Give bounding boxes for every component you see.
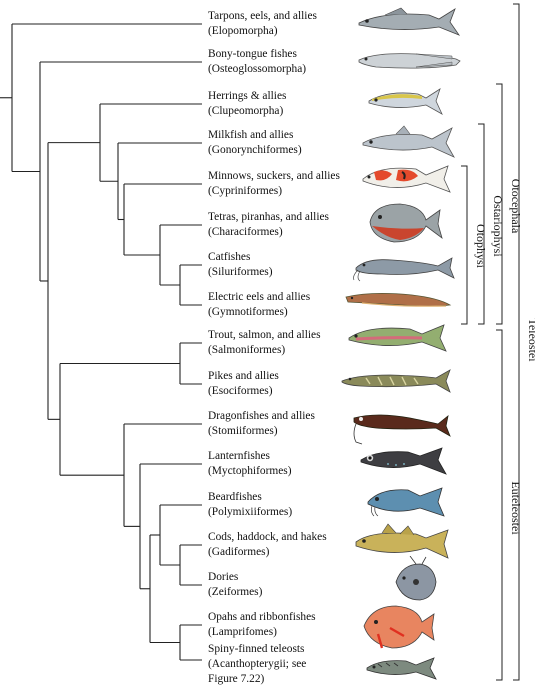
bracket-ostariophysi [478, 123, 485, 325]
taxon-common-name: Dories [208, 571, 239, 583]
taxon-common-name: Cods, haddock, and hakes [208, 531, 327, 543]
taxon-lampriformes: Opahs and ribbonfishes (Lamprifomes) [208, 610, 316, 640]
koi-icon [362, 165, 451, 193]
taxon-group-name: (Salmoniformes) [208, 344, 286, 356]
taxon-group-name: (Gadiformes) [208, 546, 270, 558]
bracket-otophysi [461, 165, 468, 325]
clade-label-otocephala: Otocephala [509, 179, 523, 234]
taxon-common-name: Pikes and allies [208, 370, 279, 382]
taxon-common-name: Electric eels and allies [208, 291, 311, 303]
taxon-cypriniformes: Minnows, suckers, and allies (Cypriniform… [208, 169, 340, 199]
taxon-group-name: (Gymnotiformes) [208, 306, 288, 318]
clade-label-euteleostei: Euteleostei [509, 481, 523, 535]
clade-labels: Otophysi Ostariophysi Otocephala Euteleo… [474, 179, 535, 536]
milkfish-icon [362, 125, 455, 158]
taxon-acanthopterygii: Spiny-finned teleosts (Acanthopterygii; s… [208, 642, 306, 687]
taxon-common-name: Minnows, suckers, and allies [208, 170, 340, 182]
taxon-group-name: (Zeiformes) [208, 586, 263, 598]
taxon-common-name: Beardfishes [208, 491, 262, 503]
cod-icon [355, 523, 449, 559]
electric-eel-icon [345, 293, 452, 307]
taxon-salmoniformes: Trout, salmon, and allies (Salmoniformes) [208, 328, 321, 358]
trout-icon [348, 324, 447, 352]
herring-icon [368, 88, 443, 115]
taxon-group-name: (Polymixiiformes) [208, 506, 293, 518]
taxon-group-name: (Osteoglossomorpha) [208, 63, 307, 75]
lanternfish-icon [360, 447, 447, 475]
bracket-euteleostei [496, 329, 503, 681]
taxon-common-name: Trout, salmon, and allies [208, 329, 321, 341]
taxon-siluriformes: Catfishes (Siluriformes) [208, 250, 273, 280]
taxon-common-name: Bony-tongue fishes [208, 48, 297, 60]
taxon-group-name: (Esociformes) [208, 385, 273, 397]
taxon-group-name: (Characiformes) [208, 226, 283, 238]
taxon-gymnotiformes: Electric eels and allies (Gymnotiformes) [208, 290, 310, 320]
taxon-zeiformes: Dories (Zeiformes) [208, 570, 262, 600]
taxon-osteoglossomorpha: Bony-tongue fishes (Osteoglossomorpha) [208, 47, 306, 77]
taxon-common-name: Catfishes [208, 251, 251, 263]
taxon-group-name: (Gonorynchiformes) [208, 144, 302, 156]
bracket-otocephala [496, 83, 503, 325]
taxon-esociformes: Pikes and allies (Esociformes) [208, 369, 279, 399]
taxon-elopomorpha: Tarpons, eels, and allies (Elopomorpha) [208, 9, 317, 39]
pike-icon [341, 369, 451, 393]
taxon-common-name: Tetras, piranhas, and allies [208, 211, 329, 223]
taxon-group-name: (Siluriformes) [208, 266, 273, 278]
taxon-group-name: (Lamprifomes) [208, 626, 277, 638]
clade-label-ostariophysi: Ostariophysi [491, 195, 505, 257]
taxon-gadiformes: Cods, haddock, and hakes (Gadiformes) [208, 530, 327, 560]
tree-branches [0, 23, 202, 661]
taxon-common-name: Tarpons, eels, and allies [208, 10, 317, 22]
taxon-figure-reference: Figure 7.22) [208, 673, 265, 685]
taxon-myctophiformes: Lanternfishes (Myctophiformes) [208, 449, 292, 479]
taxon-group-name: (Cypriniformes) [208, 185, 283, 197]
taxon-common-name: Lanternfishes [208, 450, 270, 462]
taxon-polymixiiformes: Beardfishes (Polymixiiformes) [208, 490, 292, 520]
mackerel-icon [366, 657, 437, 680]
taxon-common-name: Dragonfishes and allies [208, 410, 315, 422]
dory-icon [395, 556, 437, 601]
taxon-characiformes: Tetras, piranhas, and allies (Characiform… [208, 210, 329, 240]
taxon-stomiiformes: Dragonfishes and allies (Stomiiformes) [208, 409, 315, 439]
taxon-group-name: (Stomiiformes) [208, 425, 278, 437]
taxon-group-name: (Acanthopterygii; see [208, 658, 307, 670]
taxon-common-name: Milkfish and allies [208, 129, 294, 141]
clade-label-otophysi: Otophysi [474, 224, 488, 269]
clade-brackets [461, 3, 520, 681]
beardfish-icon [367, 487, 445, 517]
arowana-icon [358, 53, 461, 69]
taxon-group-name: (Clupeomorpha) [208, 105, 284, 117]
taxon-group-name: (Myctophiformes) [208, 465, 292, 477]
taxon-group-name: (Elopomorpha) [208, 25, 278, 37]
taxon-common-name: Opahs and ribbonfishes [208, 611, 316, 623]
piranha-icon [369, 203, 443, 243]
bracket-teleostei [513, 3, 520, 681]
taxon-common-name: Spiny-finned teleosts [208, 643, 305, 655]
dragonfish-icon [353, 414, 451, 445]
tarpon-icon [358, 7, 461, 36]
taxon-gonorynchiformes: Milkfish and allies (Gonorynchiformes) [208, 128, 302, 158]
catfish-icon [353, 257, 455, 282]
taxon-clupeomorpha: Herrings & allies (Clupeomorpha) [208, 89, 286, 119]
clade-label-teleostei: Teleostei [526, 318, 535, 362]
taxon-common-name: Herrings & allies [208, 90, 287, 102]
opah-icon [363, 605, 435, 649]
